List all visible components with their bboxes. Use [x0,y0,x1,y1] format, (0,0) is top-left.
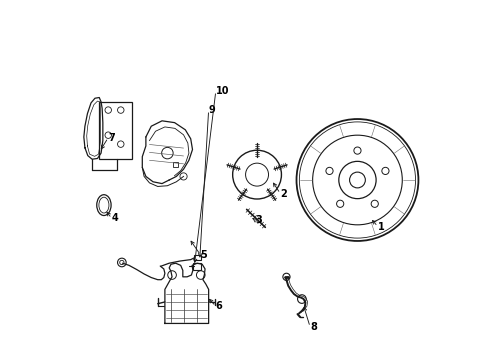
Text: 5: 5 [201,250,207,260]
Text: 2: 2 [280,189,286,199]
Circle shape [117,258,126,267]
Bar [193,255,201,260]
Circle shape [297,295,305,303]
Text: 4: 4 [112,213,118,223]
Bar [172,162,178,167]
Text: 9: 9 [208,105,215,115]
Text: 3: 3 [255,215,262,225]
Text: 1: 1 [377,222,384,231]
Circle shape [196,271,204,279]
Bar [99,102,131,159]
Text: 7: 7 [108,133,115,143]
Text: 6: 6 [215,301,222,311]
Circle shape [282,273,289,280]
Text: 8: 8 [309,322,316,332]
Text: 10: 10 [215,86,229,96]
Circle shape [167,271,176,279]
FancyBboxPatch shape [192,263,201,270]
